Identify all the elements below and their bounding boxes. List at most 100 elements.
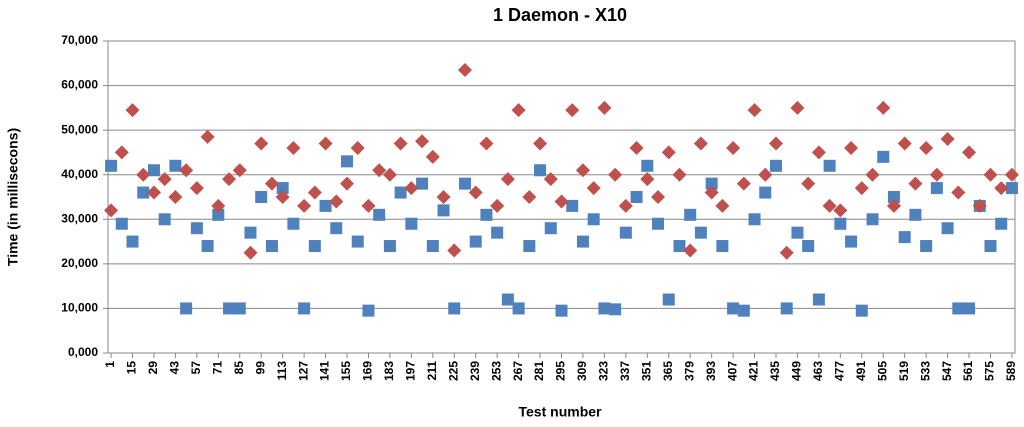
diamond-point — [511, 103, 526, 118]
diamond-point — [329, 194, 344, 209]
square-point — [126, 235, 139, 248]
square-point — [394, 186, 407, 199]
square-point — [351, 235, 364, 248]
diamond-point — [876, 100, 891, 115]
x-tick-label: 225 — [446, 361, 460, 381]
x-tick-label: 169 — [361, 361, 375, 381]
diamond-point — [865, 167, 880, 182]
diamond-point — [125, 103, 140, 118]
y-tick-label: 10,000 — [61, 301, 98, 315]
square-point — [705, 177, 718, 190]
diamond-point — [919, 140, 934, 155]
square-point — [255, 191, 268, 203]
diamond-point — [683, 243, 698, 258]
diamond-point — [972, 198, 987, 213]
diamond-point — [479, 136, 494, 151]
diamond-point — [157, 172, 172, 187]
y-tick-label: 70,000 — [61, 33, 98, 47]
x-tick-label: 99 — [253, 361, 267, 375]
x-tick-label: 211 — [425, 361, 439, 381]
diamond-point — [340, 176, 355, 191]
square-point — [426, 240, 439, 253]
square-point — [673, 240, 686, 253]
square-point — [845, 235, 858, 248]
diamond-point — [146, 185, 161, 200]
diamond-point — [533, 136, 548, 151]
square-point — [523, 240, 536, 253]
diamond-point — [801, 176, 816, 191]
x-tick-label: 547 — [940, 361, 954, 381]
square-point — [448, 302, 461, 315]
x-tick-label: 561 — [961, 361, 975, 381]
square-point — [544, 222, 557, 235]
square-point — [920, 240, 933, 253]
y-tick-label: 60,000 — [61, 78, 98, 92]
x-tick-label: 407 — [725, 361, 739, 381]
diamond-point — [940, 132, 955, 147]
square-point — [416, 177, 429, 190]
diamond-point — [543, 172, 558, 187]
square-point — [437, 204, 450, 217]
diamond-point — [575, 163, 590, 178]
diamond-point — [608, 167, 623, 182]
square-point — [405, 217, 418, 230]
y-tick-label: 30,000 — [61, 211, 98, 225]
square-point — [834, 217, 847, 230]
x-tick-label: 365 — [661, 361, 675, 381]
square-point — [641, 159, 654, 172]
diamond-point — [962, 145, 977, 160]
diamond-point — [372, 163, 387, 178]
diamond-point — [554, 194, 569, 209]
square-point — [898, 231, 911, 244]
square-point — [147, 164, 160, 177]
square-point — [330, 222, 343, 235]
diamond-point — [811, 145, 826, 160]
diamond-point — [833, 203, 848, 218]
diamond-point — [908, 176, 923, 191]
diamond-point — [415, 134, 430, 149]
y-tick-label: 40,000 — [61, 167, 98, 181]
x-axis-label: Test number — [519, 404, 603, 420]
square-point — [491, 226, 504, 239]
x-tick-label: 71 — [210, 361, 224, 375]
diamond-point — [747, 103, 762, 118]
x-tick-label: 43 — [168, 361, 182, 375]
diamond-point — [490, 198, 505, 213]
x-tick-label: 141 — [318, 361, 332, 381]
square-point — [190, 222, 203, 235]
square-point — [652, 217, 665, 230]
square-point — [694, 226, 707, 239]
diamond-point — [768, 136, 783, 151]
square-point — [909, 208, 922, 221]
square-point — [566, 199, 579, 212]
diamond-point — [104, 203, 119, 218]
diamond-point — [350, 140, 365, 155]
square-point — [952, 302, 965, 315]
square-point — [105, 159, 118, 172]
y-tick-label: 50,000 — [61, 122, 98, 136]
square-point — [587, 213, 600, 226]
diamond-point — [211, 198, 226, 213]
square-point — [984, 240, 997, 253]
square-point — [748, 213, 761, 226]
square-point — [598, 302, 611, 315]
square-point — [298, 302, 311, 315]
diamond-point — [704, 185, 719, 200]
diamond-point — [726, 140, 741, 155]
x-tick-label: 267 — [511, 361, 525, 381]
diamond-point — [189, 181, 204, 196]
diamond-point — [565, 103, 580, 118]
diamond-point — [994, 181, 1009, 196]
x-tick-label: 589 — [1004, 361, 1018, 381]
diamond-point — [951, 185, 966, 200]
diamond-point — [758, 167, 773, 182]
x-tick-label: 113 — [275, 361, 289, 381]
square-point — [308, 240, 321, 253]
square-point — [963, 302, 976, 315]
x-tick-label: 127 — [296, 361, 310, 381]
diamond-point — [715, 198, 730, 213]
square-point — [727, 302, 740, 315]
square-point — [941, 222, 954, 235]
square-point — [512, 302, 525, 315]
